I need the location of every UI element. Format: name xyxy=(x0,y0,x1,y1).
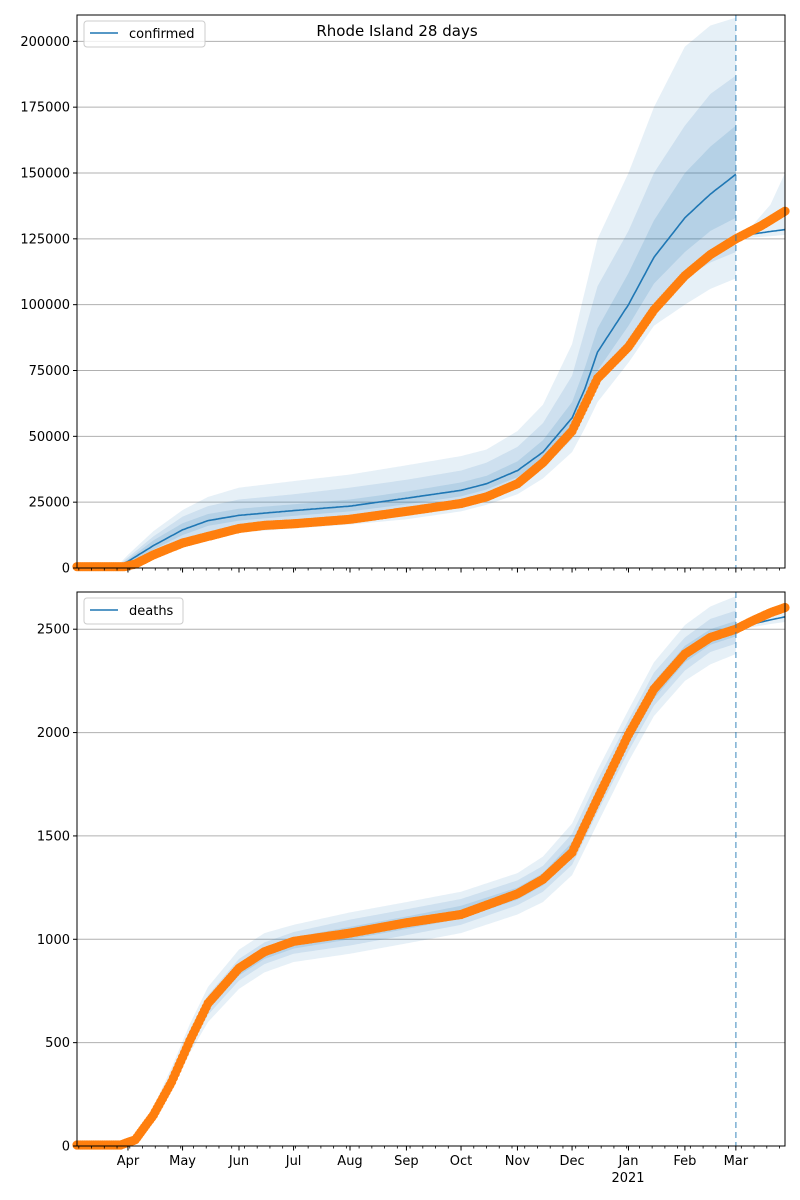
confirmed-observed-points xyxy=(72,206,790,572)
y-tick-label: 1000 xyxy=(37,933,70,948)
deaths-y-axis: 0 500 1000 1500 2000 2500 xyxy=(37,623,77,1155)
x-tick-label: Aug xyxy=(337,1154,362,1169)
y-tick-label: 150000 xyxy=(20,167,70,182)
y-tick-label: 50000 xyxy=(29,430,70,445)
x-tick-label: Mar xyxy=(724,1154,749,1169)
uncertainty-band xyxy=(115,17,736,568)
y-tick-label: 1500 xyxy=(37,829,70,844)
y-tick-label: 200000 xyxy=(20,35,70,50)
x-tick-label: Nov xyxy=(505,1154,531,1169)
confirmed-gridlines xyxy=(77,40,785,503)
x-tick-label: Apr xyxy=(117,1154,140,1169)
y-tick-label: 500 xyxy=(45,1036,70,1051)
deaths-x-axis: Apr May Jun Jul Aug Sep Oct Nov Dec Jan Feb Mar xyxy=(78,1146,780,1169)
uncertainty-band xyxy=(120,596,736,1146)
x-tick-label: Oct xyxy=(450,1154,472,1169)
x-tick-label: Dec xyxy=(559,1154,584,1169)
chart-title: Rhode Island 28 days xyxy=(316,22,477,40)
confirmed-y-axis: 0 25000 50000 75000 100000 125000 150000 175000… xyxy=(20,35,77,577)
uncertainty-band xyxy=(120,620,736,1146)
x-tick-label: Jul xyxy=(285,1154,302,1169)
deaths-legend: deaths xyxy=(83,597,184,625)
deaths-gridlines xyxy=(77,628,785,1044)
legend-label-confirmed: confirmed xyxy=(129,27,195,42)
uncertainty-band xyxy=(115,75,736,569)
deaths-panel: 0 500 1000 1500 2000 2500 Apr May Jun Jul Aug Sep O… xyxy=(37,591,790,1186)
y-tick-label: 175000 xyxy=(20,101,70,116)
confirmed-uncertainty-bands xyxy=(115,17,785,569)
confirmed-x-axis xyxy=(78,568,780,573)
y-tick-label: 125000 xyxy=(20,232,70,247)
legend-label-deaths: deaths xyxy=(129,604,174,619)
x-tick-label: Feb xyxy=(673,1154,696,1169)
confirmed-legend: confirmed xyxy=(83,20,206,48)
x-tick-label: May xyxy=(169,1154,196,1169)
uncertainty-band xyxy=(115,125,736,568)
x-year-label: 2021 xyxy=(611,1171,644,1186)
deaths-observed-points xyxy=(72,602,790,1150)
deaths-axes-frame xyxy=(76,591,786,1147)
y-tick-label: 25000 xyxy=(29,496,70,511)
confirmed-panel: 0 25000 50000 75000 100000 125000 150000 175000… xyxy=(20,14,790,577)
y-tick-label: 2000 xyxy=(37,726,70,741)
y-tick-label: 75000 xyxy=(29,364,70,379)
y-tick-label: 2500 xyxy=(37,623,70,638)
y-tick-label: 100000 xyxy=(20,298,70,313)
median-line xyxy=(77,173,737,569)
legend-box xyxy=(83,597,184,625)
deaths-uncertainty-bands xyxy=(120,596,785,1146)
x-tick-label: Jan xyxy=(617,1154,638,1169)
legend-box xyxy=(83,20,206,48)
y-tick-label: 0 xyxy=(62,1140,70,1155)
x-tick-label: Sep xyxy=(394,1154,419,1169)
y-tick-label: 0 xyxy=(62,562,70,577)
confirmed-axes-frame xyxy=(76,14,786,569)
x-tick-label: Jun xyxy=(228,1154,249,1169)
